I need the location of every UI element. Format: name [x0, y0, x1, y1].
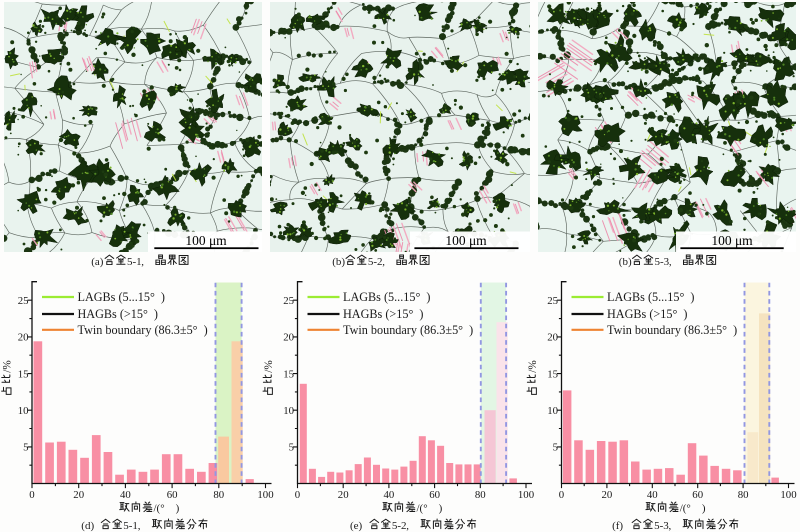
svg-text:60: 60: [692, 489, 703, 501]
svg-text:Twin boundary (86.3±5° ): Twin boundary (86.3±5° ): [78, 323, 208, 337]
svg-text:,: ,: [669, 520, 672, 532]
svg-text:Twin boundary (86.3±5° ): Twin boundary (86.3±5° ): [343, 323, 473, 337]
svg-text:(d): (d): [81, 520, 94, 532]
svg-text:/(° ): /(° ): [680, 502, 706, 514]
svg-text:80: 80: [475, 489, 486, 501]
svg-text:/%: /%: [2, 360, 14, 372]
svg-text:(b): (b): [619, 256, 632, 268]
svg-text:/(° ): /(° ): [154, 502, 180, 514]
svg-text:100: 100: [780, 489, 796, 501]
svg-text:25: 25: [18, 295, 29, 307]
svg-text:,: ,: [406, 520, 409, 532]
svg-text:20: 20: [547, 332, 558, 344]
svg-text:100 μm: 100 μm: [711, 233, 753, 248]
svg-text:60: 60: [167, 489, 178, 501]
svg-text:/%: /%: [527, 360, 539, 372]
svg-text:(f): (f): [612, 520, 623, 532]
svg-text:0: 0: [559, 489, 564, 501]
svg-text:,: ,: [138, 520, 141, 532]
svg-text:HAGBs (>15° ): HAGBs (>15° ): [78, 307, 158, 321]
svg-text:Twin boundary (86.3±5° ): Twin boundary (86.3±5° ): [607, 323, 737, 337]
svg-text:20: 20: [338, 489, 349, 501]
svg-text:100 μm: 100 μm: [445, 233, 487, 248]
svg-text:5-3: 5-3: [655, 256, 670, 268]
svg-text:15: 15: [18, 368, 29, 380]
svg-text:60: 60: [429, 489, 440, 501]
svg-text:5: 5: [289, 442, 294, 454]
svg-text:15: 15: [283, 368, 294, 380]
svg-text:(e): (e): [350, 520, 363, 532]
svg-text:10: 10: [547, 405, 558, 417]
svg-text:20: 20: [602, 489, 613, 501]
svg-text:20: 20: [283, 332, 294, 344]
svg-text:5: 5: [23, 442, 28, 454]
svg-text:5: 5: [553, 442, 558, 454]
svg-text:80: 80: [213, 489, 224, 501]
svg-text:40: 40: [384, 489, 395, 501]
svg-text:/(° ): /(° ): [417, 502, 443, 514]
svg-text:,: ,: [141, 256, 144, 268]
svg-text:,: ,: [382, 256, 385, 268]
svg-text:/%: /%: [263, 360, 275, 372]
svg-text:10: 10: [283, 405, 294, 417]
svg-text:100: 100: [518, 489, 534, 501]
svg-text:LAGBs (5...15° ): LAGBs (5...15° ): [78, 290, 165, 304]
svg-text:40: 40: [120, 489, 131, 501]
svg-text:5-2: 5-2: [368, 256, 383, 268]
svg-text:15: 15: [547, 368, 558, 380]
svg-text:(b): (b): [332, 256, 345, 268]
svg-text:(a): (a): [91, 256, 104, 268]
svg-text:LAGBs (5...15° ): LAGBs (5...15° ): [343, 290, 430, 304]
svg-text:HAGBs (>15° ): HAGBs (>15° ): [343, 307, 423, 321]
svg-text:HAGBs (>15° ): HAGBs (>15° ): [607, 307, 687, 321]
svg-text:,: ,: [669, 256, 672, 268]
svg-text:20: 20: [18, 332, 29, 344]
svg-text:5-3: 5-3: [654, 520, 669, 532]
svg-text:100 μm: 100 μm: [185, 233, 227, 248]
svg-text:5-1: 5-1: [123, 520, 138, 532]
svg-text:40: 40: [647, 489, 658, 501]
svg-text:20: 20: [73, 489, 84, 501]
svg-text:25: 25: [547, 295, 558, 307]
svg-text:0: 0: [295, 489, 300, 501]
svg-text:10: 10: [18, 405, 29, 417]
svg-text:5-1: 5-1: [127, 256, 142, 268]
svg-text:5-2: 5-2: [392, 520, 407, 532]
svg-text:0: 0: [29, 489, 34, 501]
svg-text:LAGBs (5...15° ): LAGBs (5...15° ): [607, 290, 694, 304]
svg-text:80: 80: [738, 489, 749, 501]
svg-text:100: 100: [257, 489, 273, 501]
svg-text:25: 25: [283, 295, 294, 307]
